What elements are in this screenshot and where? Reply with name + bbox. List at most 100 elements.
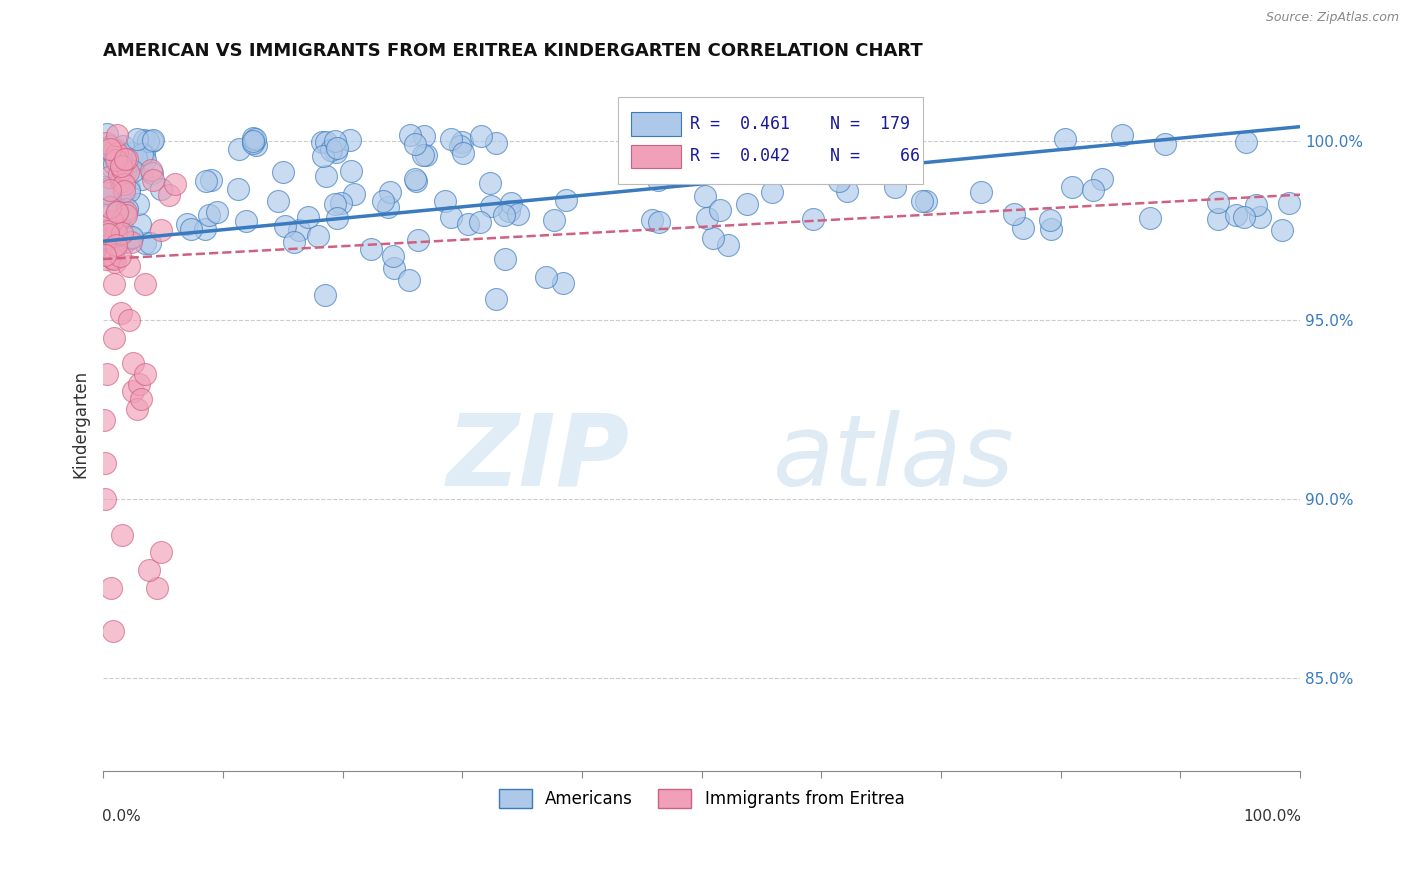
- Point: [98, 139, 121, 153]
- Point: [1040, 222, 1063, 236]
- Point: [127, 196, 149, 211]
- Point: [325, 196, 347, 211]
- Point: [761, 185, 783, 199]
- Point: [117, 165, 139, 179]
- Point: [326, 211, 349, 225]
- Point: [104, 141, 127, 155]
- Point: [100, 581, 122, 595]
- Point: [93, 183, 115, 197]
- Point: [415, 147, 437, 161]
- Point: [695, 189, 717, 203]
- Point: [451, 145, 474, 160]
- Point: [121, 153, 143, 168]
- Point: [1234, 135, 1257, 149]
- Point: [134, 235, 156, 250]
- Point: [803, 211, 825, 226]
- Point: [440, 210, 463, 224]
- Point: [118, 181, 141, 195]
- Point: [492, 208, 515, 222]
- Point: [1091, 172, 1114, 186]
- Point: [440, 132, 463, 146]
- Point: [125, 402, 148, 417]
- Point: [139, 162, 162, 177]
- Point: [648, 157, 671, 171]
- Point: [339, 133, 361, 147]
- Point: [702, 231, 724, 245]
- Point: [111, 162, 134, 177]
- Point: [398, 273, 420, 287]
- Point: [1081, 183, 1104, 197]
- Point: [93, 142, 115, 156]
- Point: [98, 142, 121, 156]
- Point: [1002, 207, 1025, 221]
- Point: [176, 217, 198, 231]
- Point: [194, 174, 217, 188]
- Point: [104, 236, 127, 251]
- Point: [93, 179, 115, 194]
- Point: [405, 174, 427, 188]
- Point: [555, 194, 578, 208]
- Point: [404, 172, 426, 186]
- Point: [381, 249, 404, 263]
- Point: [105, 205, 128, 219]
- Point: [470, 128, 492, 143]
- Point: [103, 156, 125, 170]
- Point: [494, 252, 516, 267]
- Point: [399, 128, 422, 142]
- Text: R =  0.461    N =  179: R = 0.461 N = 179: [689, 115, 910, 133]
- Point: [283, 235, 305, 249]
- Point: [97, 224, 120, 238]
- Point: [828, 173, 851, 187]
- Point: [412, 148, 434, 162]
- Point: [125, 151, 148, 165]
- Point: [835, 184, 858, 198]
- Point: [1208, 212, 1230, 227]
- Point: [728, 134, 751, 148]
- Point: [325, 145, 347, 159]
- Point: [543, 213, 565, 227]
- Point: [132, 147, 155, 161]
- Point: [111, 195, 134, 210]
- Point: [242, 134, 264, 148]
- Point: [737, 145, 759, 159]
- Point: [1249, 210, 1271, 224]
- Point: [96, 252, 118, 266]
- Point: [404, 136, 426, 151]
- Point: [245, 138, 267, 153]
- Point: [94, 136, 117, 150]
- Point: [111, 527, 134, 541]
- Point: [641, 212, 664, 227]
- Point: [105, 158, 128, 172]
- Point: [970, 186, 993, 200]
- Point: [180, 222, 202, 236]
- Point: [235, 213, 257, 227]
- Point: [1011, 220, 1033, 235]
- Point: [107, 145, 129, 160]
- Point: [114, 235, 136, 250]
- Point: [104, 237, 127, 252]
- Point: [105, 153, 128, 168]
- Point: [120, 231, 142, 245]
- Text: Source: ZipAtlas.com: Source: ZipAtlas.com: [1265, 11, 1399, 24]
- Point: [98, 183, 121, 197]
- Point: [104, 225, 127, 239]
- Point: [149, 545, 172, 559]
- Point: [114, 178, 136, 192]
- Point: [93, 238, 115, 252]
- Point: [105, 128, 128, 142]
- Point: [1233, 211, 1256, 225]
- Point: [131, 392, 153, 406]
- Point: [114, 224, 136, 238]
- Point: [709, 202, 731, 217]
- Point: [118, 313, 141, 327]
- FancyBboxPatch shape: [631, 112, 682, 136]
- Point: [117, 259, 139, 273]
- Point: [115, 208, 138, 222]
- Point: [93, 413, 115, 427]
- Point: [136, 134, 159, 148]
- Point: [412, 128, 434, 143]
- Point: [98, 186, 121, 200]
- Point: [122, 356, 145, 370]
- Point: [94, 456, 117, 470]
- Point: [228, 142, 250, 156]
